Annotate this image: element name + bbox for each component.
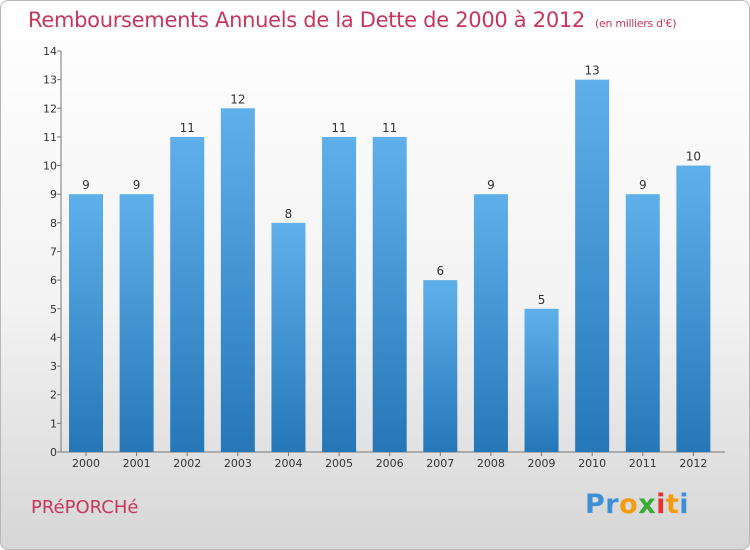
logo-letter: P xyxy=(585,489,606,520)
y-tick-label: 7 xyxy=(50,246,57,259)
data-label-2008: 9 xyxy=(487,178,495,192)
logo-letter: r xyxy=(605,489,620,520)
data-label-2007: 6 xyxy=(436,264,444,278)
y-tick-label: 10 xyxy=(43,160,57,173)
data-label-2000: 9 xyxy=(82,178,90,192)
bar-2010 xyxy=(575,79,610,453)
bar-2012 xyxy=(676,165,711,453)
y-tick-label: 0 xyxy=(50,446,57,459)
bar-2005 xyxy=(322,136,357,452)
data-label-2005: 11 xyxy=(331,121,346,135)
y-tick-label: 6 xyxy=(50,274,57,287)
x-tick-label-2001: 2001 xyxy=(123,457,151,470)
x-tick-label-2007: 2007 xyxy=(426,457,454,470)
bar-2011 xyxy=(625,194,660,452)
logo-letter: t xyxy=(665,489,680,520)
x-tick-label-2004: 2004 xyxy=(274,457,302,470)
data-label-2010: 13 xyxy=(585,64,600,78)
bar-2003 xyxy=(220,108,255,453)
logo-letter: x xyxy=(638,489,657,520)
data-label-2006: 11 xyxy=(382,121,397,135)
data-label-2003: 12 xyxy=(230,92,245,106)
y-tick-label: 12 xyxy=(43,102,57,115)
bar-2006 xyxy=(372,136,407,452)
x-tick-label-2010: 2010 xyxy=(578,457,606,470)
data-label-2009: 5 xyxy=(538,293,546,307)
chart-title: Remboursements Annuels de la Dette de 20… xyxy=(28,8,676,32)
proxiti-logo: Proxiti xyxy=(585,489,689,520)
y-tick-label: 5 xyxy=(50,303,57,316)
y-tick-label: 3 xyxy=(50,360,57,373)
x-tick-label-2008: 2008 xyxy=(477,457,505,470)
data-label-2011: 9 xyxy=(639,178,647,192)
x-tick-label-2011: 2011 xyxy=(629,457,657,470)
y-tick-label: 1 xyxy=(50,417,57,430)
x-axis-ticks: 2000 2001 2002 2003 2004 2005 2006 2007 2008 2009… xyxy=(72,452,707,470)
y-tick-label: 9 xyxy=(50,188,57,201)
logo-letter: i xyxy=(656,489,666,520)
x-tick-label-2005: 2005 xyxy=(325,457,353,470)
x-tick-label-2009: 2009 xyxy=(528,457,556,470)
bar-2004 xyxy=(271,222,306,452)
bar-2007 xyxy=(423,280,458,452)
y-tick-label: 14 xyxy=(43,45,57,58)
logo-letter: o xyxy=(619,489,639,520)
bar-2001 xyxy=(119,194,154,452)
x-tick-label-2012: 2012 xyxy=(679,457,707,470)
bar-series: 9 9 11 12 8 11 11 6 9 5 13 9 10 xyxy=(69,64,711,453)
data-label-2002: 11 xyxy=(180,121,195,135)
y-tick-label: 11 xyxy=(43,131,57,144)
chart-title-text: Remboursements Annuels de la Dette de 20… xyxy=(28,8,585,32)
y-tick-label: 2 xyxy=(50,389,57,402)
bar-2009 xyxy=(524,308,559,452)
bar-2002 xyxy=(170,136,205,452)
x-tick-label-2000: 2000 xyxy=(72,457,100,470)
chart-subtitle: (en milliers d'€) xyxy=(595,17,677,30)
commune-name: PRéPORCHé xyxy=(31,497,139,518)
bar-2000 xyxy=(69,194,103,452)
y-tick-label: 8 xyxy=(50,217,57,230)
x-tick-label-2003: 2003 xyxy=(224,457,252,470)
y-tick-label: 13 xyxy=(43,74,57,87)
x-tick-label-2006: 2006 xyxy=(376,457,404,470)
data-label-2001: 9 xyxy=(133,178,141,192)
bar-2008 xyxy=(473,194,508,452)
data-label-2012: 10 xyxy=(686,150,701,164)
y-tick-label: 4 xyxy=(50,331,57,344)
x-tick-label-2002: 2002 xyxy=(173,457,201,470)
data-label-2004: 8 xyxy=(285,207,293,221)
logo-letter: i xyxy=(679,489,690,520)
